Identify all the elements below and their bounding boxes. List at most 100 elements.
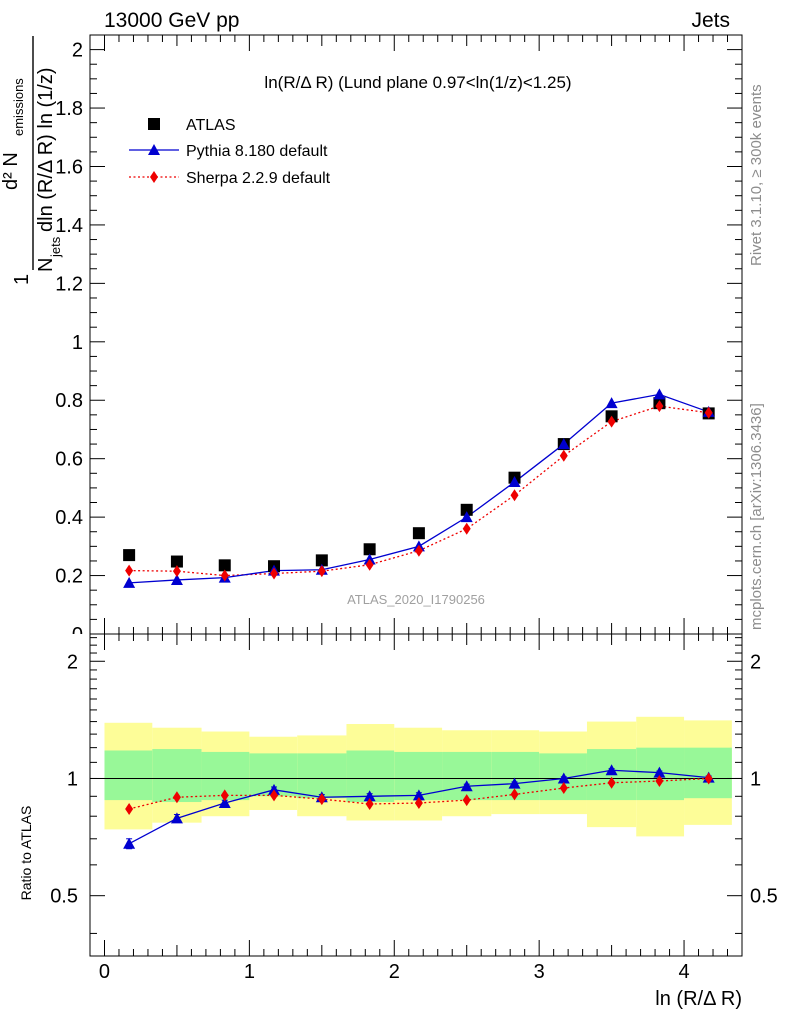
atlas-data-point [315,554,328,567]
sherpa-data-point [317,565,326,578]
legend-entry-label: ATLAS [186,117,236,134]
pythia-ratio-point [653,766,666,778]
inner-band-bin [297,753,347,799]
pythia-ratio-point [557,772,570,784]
sherpa-ratio-point [414,797,423,810]
ylabel-den-n: N [35,258,57,272]
sherpa-ratio-point [125,802,134,815]
upper-y-axis-label: 1 d² N emissions N jets dln (R/Δ R) ln (… [0,36,63,285]
pythia-ratio-point [460,780,473,792]
sherpa-ratio-point [317,793,326,806]
atlas-data-point [460,503,473,516]
legend: ATLAS Pythia 8.180 default Sherpa 2.2.9 de… [129,117,331,187]
inner-band-bin [684,747,732,799]
upper-y-tick-label: 1.8 [55,98,83,120]
lower-y-tick-label-right: 2 [750,651,761,673]
sherpa-ratio-point [510,788,519,801]
x-axis-label: ln (R/Δ R) [655,988,742,1010]
x-tick-label: 0 [99,961,110,983]
sherpa-data-point [510,489,519,502]
upper-y-tick-label: 1.4 [55,215,83,237]
pythia-ratio-point [218,797,231,809]
axes: 0.2 0.4 0.6 0.8 1 1.2 1.4 1.6 1.8 2 0 0 1 2 3 4 0.5 0.5 1 1… [50,34,778,983]
pythia-data-point [123,576,136,588]
plot-title: ln(R/Δ R) (Lund plane 0.97<ln(1/z)<1.25) [264,73,571,92]
sherpa-ratio-point [655,775,664,788]
sherpa-ratio-point [220,789,229,802]
sherpa-data-point [559,449,568,462]
x-tick-label: 4 [678,961,689,983]
uncertainty-bands [104,716,732,837]
upper-y-tick-label: 2 [72,40,83,62]
sherpa-ratio-point [559,782,568,795]
atlas-data-point [412,527,425,540]
x-tick-label: 1 [244,961,255,983]
lower-y-tick-label-right: 1 [750,768,761,790]
upper-y-tick-label: 0.8 [55,390,83,412]
lower-y-axis-label: Ratio to ATLAS [18,806,34,901]
legend-sherpa-marker [150,171,158,183]
pythia-data-point [653,388,666,400]
upper-y-zero-label: 0 [72,624,83,646]
sherpa-ratio-point [607,776,616,789]
atlas-data-point [363,543,376,556]
sherpa-data-point [172,565,181,578]
analysis-watermark: ATLAS_2020_I1790256 [347,592,485,607]
upper-y-tick-label: 1 [72,332,83,354]
pythia-ratio-point [508,777,521,789]
upper-y-tick-label: 0.2 [55,566,83,588]
upper-y-tick-label: 1.6 [55,156,83,178]
x-tick-label: 3 [534,961,545,983]
upper-y-tick-label: 0.4 [55,507,83,529]
upper-y-tick-label: 1.2 [55,273,83,295]
pythia-ratio-point [605,764,618,776]
legend-pythia-marker [148,144,160,155]
atlas-data-point [148,118,160,130]
pythia-ratio-point [363,790,376,802]
sherpa-ratio-point [704,772,713,785]
pythia-ratio-point [170,812,183,824]
pythia-data-point [605,397,618,409]
sherpa-ratio-point [462,794,471,807]
sherpa-data-point [462,522,471,535]
ylabel-den-rest: dln (R/Δ R) ln (1/z) [35,67,57,232]
sherpa-data-point [704,406,713,419]
atlas-data-point [170,555,183,568]
sherpa-data-point [607,415,616,428]
upper-y-tick-label: 0.6 [55,449,83,471]
pythia-ratio-point [268,783,281,795]
lower-y-tick-label: 0.5 [50,886,78,908]
lower-frame [89,633,743,957]
sherpa-data-point [270,567,279,580]
legend-entry-label: Sherpa 2.2.9 default [186,170,331,187]
sherpa-data-point [365,558,374,571]
lower-y-tick-label-right: 0.5 [750,886,778,908]
x-tick-label: 2 [389,961,400,983]
sherpa-ratio-point [365,797,374,810]
pythia-data-point [508,476,521,488]
header-right: Jets [691,9,730,32]
legend-entry-label: Pythia 8.180 default [186,143,328,160]
atlas-data-point [123,549,136,562]
ylabel-den-sub: jets [48,236,63,258]
inner-band-bin [442,751,492,801]
ratio-series [123,764,715,850]
ylabel-numerator: d² N [0,152,22,190]
pythia-ratio-point [412,789,425,801]
sherpa-data-point [414,544,423,557]
upper-series-markers [123,388,715,588]
pythia-data-point [460,511,473,523]
header-left: 13000 GeV pp [104,9,239,32]
sherpa-data-point [655,400,664,413]
lower-y-tick-label: 2 [67,651,78,673]
sherpa-data-point [125,564,134,577]
sherpa-ratio-point [172,791,181,804]
pythia-data-point [170,573,183,585]
sherpa-data-point [220,569,229,582]
pythia-ratio-point [123,837,136,849]
lower-y-tick-label: 1 [67,768,78,790]
ylabel-frac-one: 1 [11,274,33,285]
inner-band-bin [104,750,153,801]
atlas-data-point [218,559,231,572]
